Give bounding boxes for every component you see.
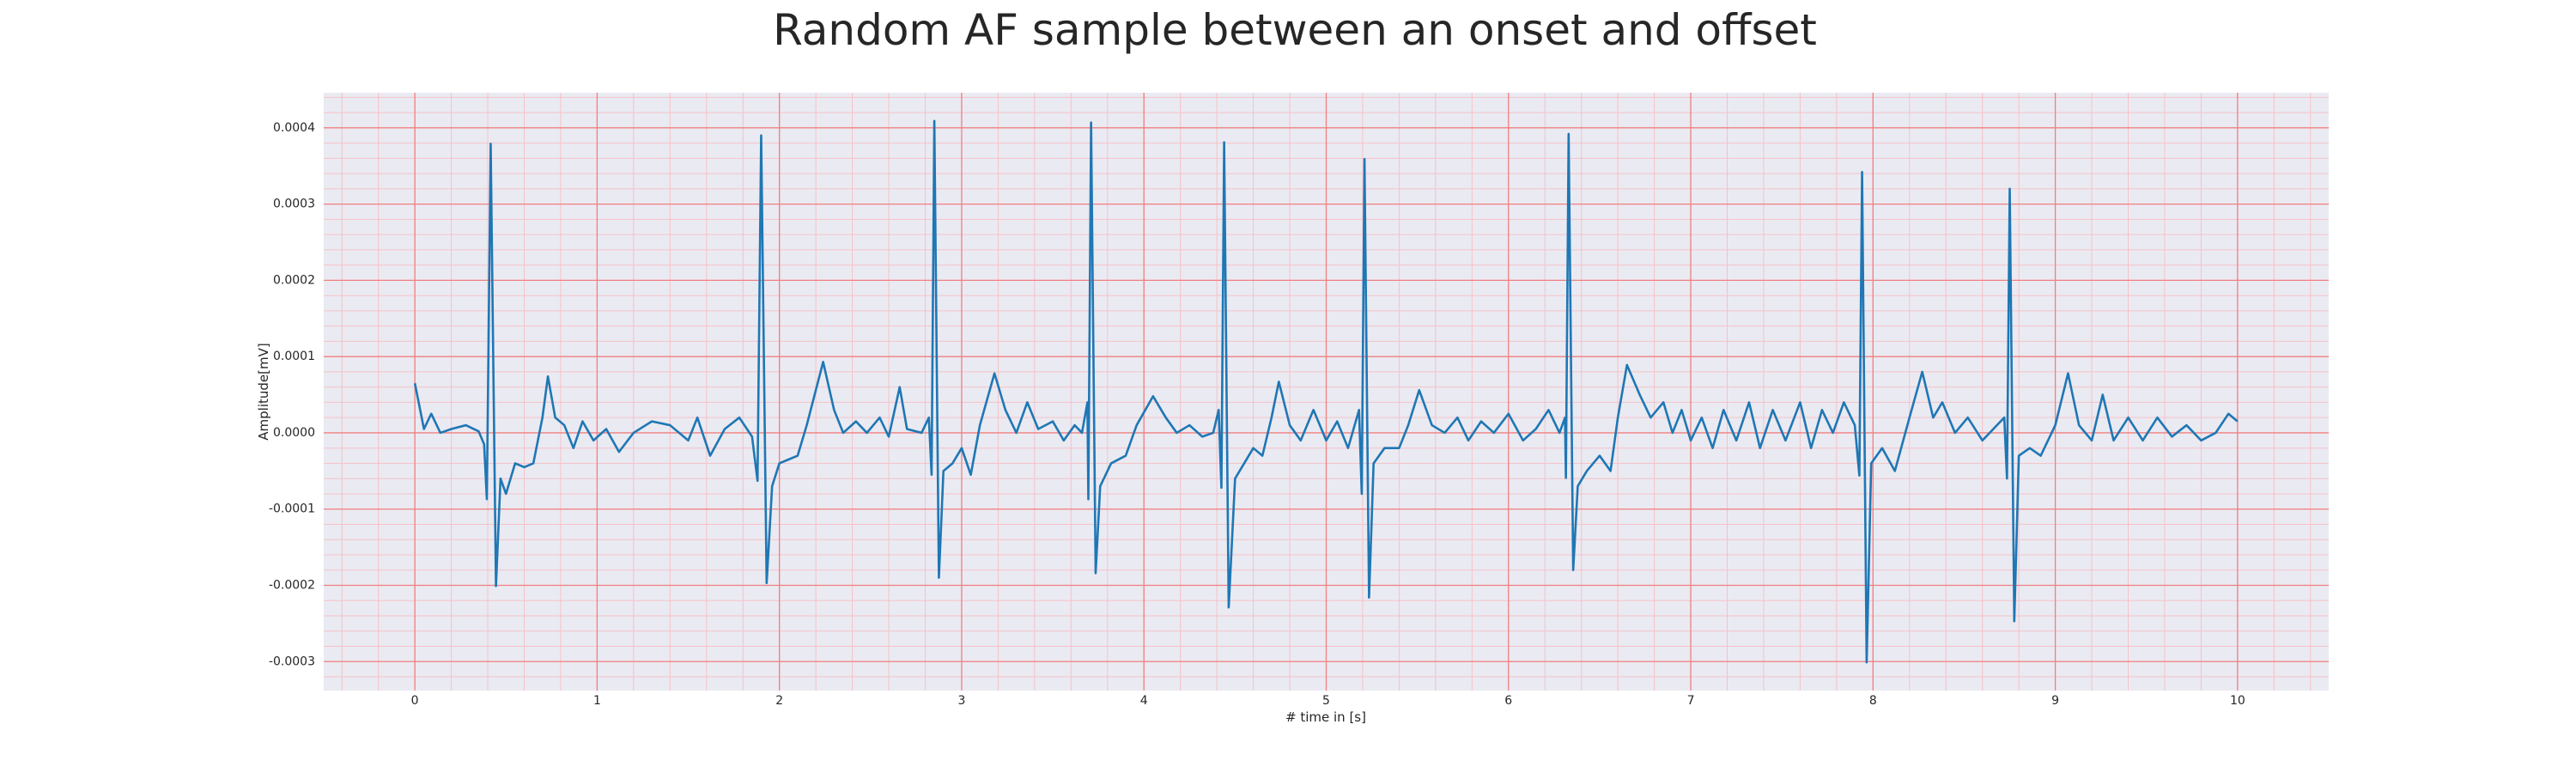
y-tick-label: -0.0003 [269, 654, 315, 668]
x-tick-label: 4 [1140, 694, 1148, 708]
y-tick-label: 0.0004 [273, 121, 315, 135]
x-tick-label: 0 [411, 694, 419, 708]
signal-line [413, 119, 2239, 664]
x-tick-label: 2 [775, 694, 783, 708]
x-tick-label: 10 [2230, 694, 2245, 708]
y-axis-label: Amplitude[mV] [256, 343, 271, 440]
labels: 0 1 2 3 4 5 6 7 8 9 10 -0.0003 -0.0002 -0.0001 0.0000 0… [269, 121, 2245, 708]
x-tick-label: 3 [957, 694, 965, 708]
chart-title: Random AF sample between an onset and of… [773, 5, 1817, 55]
y-tick-label: 0.0002 [273, 273, 315, 287]
marks [413, 119, 2239, 664]
y-tick-label: 0.0000 [273, 426, 315, 440]
y-tick-label: -0.0002 [269, 578, 315, 592]
grid [324, 93, 2329, 691]
y-tick-label: -0.0001 [269, 502, 315, 516]
x-tick-label: 9 [2051, 694, 2059, 708]
x-axis-label: # time in [s] [1285, 709, 1366, 725]
x-tick-label: 5 [1322, 694, 1330, 708]
x-tick-label: 8 [1869, 694, 1877, 708]
y-tick-label: 0.0001 [273, 350, 315, 363]
x-tick-label: 1 [593, 694, 601, 708]
y-tick-label: 0.0003 [273, 198, 315, 211]
x-tick-label: 6 [1504, 694, 1512, 708]
x-tick-label: 7 [1687, 694, 1695, 708]
